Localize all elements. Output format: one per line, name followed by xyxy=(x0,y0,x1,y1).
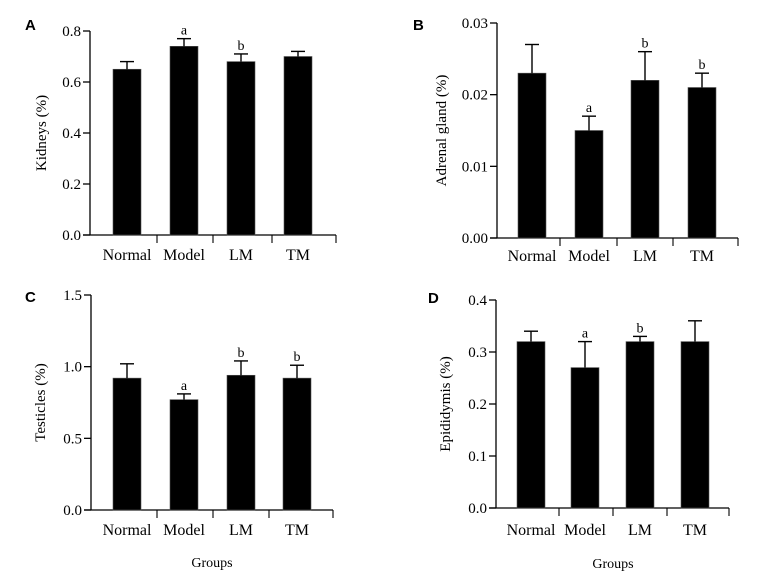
panel-letter: B xyxy=(413,17,424,34)
x-tick-label: TM xyxy=(286,247,310,264)
y-tick-label: 0.02 xyxy=(462,88,488,104)
significance-label: b xyxy=(699,58,706,73)
panel-c: C 0.0 0.5 1.0 1.5 Normal a Model b LM b TM Testicles… xyxy=(25,288,334,571)
significance-label: b xyxy=(238,39,245,54)
x-tick-label: Normal xyxy=(508,248,557,265)
y-tick-label: 0.3 xyxy=(468,345,487,361)
x-tick-label: Model xyxy=(163,247,205,264)
x-tick-label: Normal xyxy=(507,522,556,539)
panel-letter: A xyxy=(25,17,36,34)
y-tick-label: 0.2 xyxy=(468,397,487,413)
x-axis-label: Groups xyxy=(592,557,633,572)
x-tick-label: TM xyxy=(683,522,707,539)
y-axis-label: Adrenal gland (%) xyxy=(434,75,450,187)
y-tick-label: 0.00 xyxy=(462,231,488,247)
y-tick-label: 0.01 xyxy=(462,159,488,175)
bar-tm xyxy=(282,377,312,511)
bar-tm xyxy=(283,56,313,236)
panel-b: B 0.00 0.01 0.02 0.03 Normal a Model b LM b TM Adren… xyxy=(413,16,739,265)
x-tick-label: Normal xyxy=(103,247,152,264)
y-tick-label: 0.2 xyxy=(62,177,81,193)
y-tick-label: 1.0 xyxy=(63,360,82,376)
y-axis-label: Kidneys (%) xyxy=(34,95,50,171)
bar-normal xyxy=(516,341,546,509)
x-tick-label: TM xyxy=(690,248,714,265)
y-axis-label: Epididymis (%) xyxy=(438,356,454,451)
y-tick-label: 0.6 xyxy=(62,75,81,91)
bar-lm xyxy=(226,61,256,236)
y-axis-label: Testicles (%) xyxy=(33,363,49,442)
x-tick-label: Model xyxy=(564,522,606,539)
significance-label: a xyxy=(582,327,589,342)
x-tick-label: LM xyxy=(229,522,253,539)
significance-label: a xyxy=(586,101,593,116)
y-tick-label: 0.8 xyxy=(62,24,81,40)
bar-model xyxy=(570,367,600,509)
bar-normal xyxy=(112,377,142,511)
bar-tm xyxy=(680,341,710,509)
x-tick-label: Model xyxy=(568,248,610,265)
y-tick-label: 0.0 xyxy=(62,228,81,244)
panel-a: A 0.0 0.2 0.4 0.6 0.8 Normal a Model b LM TM Kidneys… xyxy=(25,17,337,264)
y-tick-label: 0.0 xyxy=(468,501,487,517)
significance-label: a xyxy=(181,379,188,394)
bar-lm xyxy=(630,80,660,239)
x-tick-label: Normal xyxy=(103,522,152,539)
y-tick-label: 0.4 xyxy=(62,126,81,142)
bar-model xyxy=(574,130,604,239)
significance-label: b xyxy=(238,346,245,361)
x-tick-label: LM xyxy=(628,522,652,539)
bar-tm xyxy=(687,87,717,239)
x-tick-label: TM xyxy=(285,522,309,539)
significance-label: b xyxy=(637,321,644,336)
y-tick-label: 0.5 xyxy=(63,431,82,447)
x-tick-label: LM xyxy=(229,247,253,264)
y-tick-label: 0.0 xyxy=(63,503,82,519)
significance-label: b xyxy=(642,37,649,52)
bar-normal xyxy=(517,72,547,239)
bar-lm xyxy=(625,341,655,509)
y-tick-label: 0.1 xyxy=(468,449,487,465)
bar-model xyxy=(169,45,199,236)
y-tick-label: 0.03 xyxy=(462,16,488,32)
panel-d: D 0.0 0.1 0.2 0.3 0.4 Normal a Model b LM TM Epididy… xyxy=(428,290,730,572)
bar-lm xyxy=(226,374,256,511)
significance-label: b xyxy=(294,350,301,365)
x-tick-label: LM xyxy=(633,248,657,265)
significance-label: a xyxy=(181,24,188,39)
bar-normal xyxy=(112,68,142,236)
y-tick-label: 0.4 xyxy=(468,293,487,309)
panel-letter: C xyxy=(25,289,36,306)
panel-letter: D xyxy=(428,290,439,307)
bar-model xyxy=(169,399,199,511)
x-axis-label: Groups xyxy=(191,556,232,571)
y-tick-label: 1.5 xyxy=(63,288,82,304)
x-tick-label: Model xyxy=(163,522,205,539)
